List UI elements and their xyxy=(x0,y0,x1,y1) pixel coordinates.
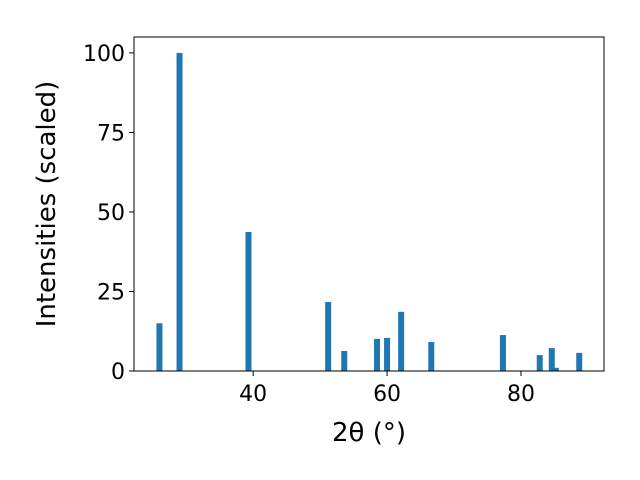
bar xyxy=(176,52,183,372)
y-axis-label: Intensities (scaled) xyxy=(32,81,62,328)
bar xyxy=(245,231,252,371)
plot-frame xyxy=(133,36,605,372)
x-axis-label: 2θ (°) xyxy=(332,418,406,448)
x-tick-label: 80 xyxy=(507,382,535,407)
bar xyxy=(384,337,391,371)
bar xyxy=(156,323,163,371)
x-tick-label: 60 xyxy=(373,382,401,407)
y-tick-label: 50 xyxy=(97,201,125,226)
bar xyxy=(548,348,555,371)
bar xyxy=(428,342,435,371)
bar xyxy=(576,352,583,371)
bar xyxy=(499,335,506,371)
x-tick-label: 40 xyxy=(239,382,267,407)
bar xyxy=(552,367,559,371)
bar xyxy=(341,350,348,371)
bar xyxy=(536,355,543,371)
bar xyxy=(398,311,405,371)
bar xyxy=(374,338,381,371)
y-tick-label: 100 xyxy=(83,42,125,67)
bar xyxy=(325,301,332,371)
y-tick-label: 25 xyxy=(97,280,125,305)
y-tick-label: 75 xyxy=(97,121,125,146)
y-tick-label: 0 xyxy=(111,360,125,385)
